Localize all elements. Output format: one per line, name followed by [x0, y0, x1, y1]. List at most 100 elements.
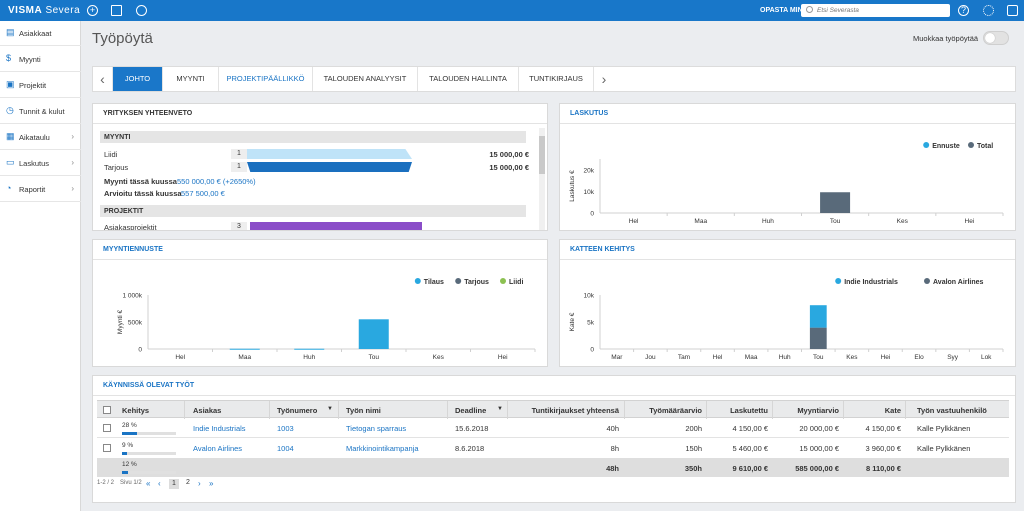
top-bar: VISMA Severa + OPASTA MINUA ?: [0, 0, 1024, 21]
ongoing-work-card: KÄYNNISSÄ OLEVAT TYÖT: [92, 375, 1016, 503]
col-laskutettu[interactable]: Laskutettu: [730, 406, 768, 415]
tab-myynti[interactable]: MYYNTI: [163, 67, 219, 91]
tab-tuntikirjaus[interactable]: TUNTIKIRJAUS: [519, 67, 594, 91]
user-icon[interactable]: [1007, 5, 1018, 16]
search-box[interactable]: [801, 4, 950, 17]
select-all-checkbox[interactable]: [103, 406, 111, 414]
x-tick-label: Kes: [846, 354, 858, 361]
schedule-icon: ▦: [6, 131, 15, 141]
chevron-right-icon[interactable]: ›: [601, 71, 607, 87]
sidebar-item-raportit[interactable]: ◔ Raportit ›: [0, 177, 81, 202]
sort-desc-icon[interactable]: ▼: [497, 406, 503, 412]
quick-add-icon[interactable]: [111, 5, 122, 16]
search-input[interactable]: [817, 5, 945, 16]
y-tick-label: 500k: [128, 320, 143, 327]
sidebar-item-aikataulu[interactable]: ▦ Aikataulu ›: [0, 125, 81, 150]
scrollbar-thumb[interactable]: [539, 136, 545, 174]
gear-icon[interactable]: [983, 5, 994, 16]
page-1-button[interactable]: 1: [169, 479, 179, 489]
col-asiakas[interactable]: Asiakas: [193, 406, 222, 415]
legend-marker: [455, 278, 462, 284]
search-icon: [806, 6, 813, 13]
x-tick-label: Kes: [897, 218, 909, 225]
total-margin: 8 110,00 €: [865, 464, 901, 473]
prev-page-icon[interactable]: ‹: [158, 479, 161, 488]
legend-marker: [835, 278, 842, 284]
tab-projektipaallikko[interactable]: PROJEKTIPÄÄLLIKKÖ: [219, 67, 313, 91]
sidebar-item-laskutus[interactable]: ▭ Laskutus ›: [0, 151, 81, 176]
table-row[interactable]: 28 % Indie Industrials 1003 Tietogan spa…: [97, 419, 1009, 438]
x-tick-label: Lok: [981, 354, 992, 361]
sidebar-item-label: Aikataulu: [19, 133, 50, 142]
edit-dashboard-toggle[interactable]: [983, 31, 1009, 45]
x-tick-label: Mar: [611, 354, 623, 361]
visma-logo[interactable]: VISMA Severa: [8, 5, 81, 16]
sidebar-item-label: Laskutus: [19, 159, 50, 168]
x-tick-label: Hel: [713, 354, 723, 361]
sidebar-item-myynti[interactable]: $ Myynti: [0, 47, 81, 72]
month-sales-value[interactable]: 550 000,00 € (+2650%): [177, 177, 256, 186]
customer-link[interactable]: Avalon Airlines: [193, 444, 243, 453]
sidebar-item-projektit[interactable]: ▣ Projektit: [0, 73, 81, 98]
chevron-left-icon[interactable]: ‹: [93, 67, 113, 91]
col-kehitys[interactable]: Kehitys: [122, 406, 150, 415]
row-checkbox[interactable]: [103, 444, 111, 452]
sidebar-item-tunnit[interactable]: ◷ Tunnit & kulut: [0, 99, 81, 124]
sidebar-item-asiakkaat[interactable]: ▤ Asiakkaat: [0, 21, 81, 46]
customer-link[interactable]: Indie Industrials: [193, 424, 246, 433]
legend-label: Total: [977, 143, 993, 150]
sort-desc-icon[interactable]: ▼: [327, 406, 333, 412]
col-myyntiarvio[interactable]: Myyntiarvio: [797, 406, 839, 415]
tab-johto[interactable]: JOHTO: [113, 67, 163, 91]
scrollbar[interactable]: [539, 128, 545, 230]
progress-fill: [122, 452, 127, 455]
estimated-label: Arvioitu tässä kuussa: [104, 189, 182, 198]
x-tick-label: Maa: [745, 354, 758, 361]
bar: [229, 348, 260, 350]
tab-talouden-hallinta[interactable]: TALOUDEN HALLINTA: [418, 67, 519, 91]
x-tick-label: Hei: [881, 354, 891, 361]
bar: [820, 192, 851, 213]
lead-funnel-bar: [247, 149, 412, 159]
last-page-icon[interactable]: »: [209, 479, 214, 488]
history-icon[interactable]: [136, 5, 147, 16]
hours: 40h: [606, 424, 619, 433]
row-checkbox[interactable]: [103, 424, 111, 432]
first-page-icon[interactable]: «: [146, 479, 151, 488]
sidebar-item-label: Tunnit & kulut: [19, 107, 65, 116]
sidebar-item-label: Projektit: [19, 81, 47, 90]
y-tick-label: 10k: [584, 293, 595, 300]
total-hours: 48h: [606, 464, 619, 473]
report-icon: ◔: [6, 183, 12, 193]
estimate: 200h: [685, 424, 702, 433]
guide-link[interactable]: OPASTA MINUA: [760, 7, 813, 14]
estimated-value[interactable]: 557 500,00 €: [181, 189, 225, 198]
tab-talouden-analyysit[interactable]: TALOUDEN ANALYYSIT: [313, 67, 418, 91]
x-tick-label: Tam: [678, 354, 690, 361]
add-icon[interactable]: +: [87, 5, 98, 16]
myyntiennuste-chart: Liidi Tarjous Tilaus Myynti € 1 000k 500k 0 Hel…: [117, 278, 536, 361]
table-row[interactable]: 9 % Avalon Airlines 1004 Markkinointikam…: [97, 439, 1009, 458]
help-icon[interactable]: ?: [958, 5, 969, 16]
next-page-icon[interactable]: ›: [198, 479, 201, 488]
hours: 8h: [610, 444, 619, 453]
col-tuntikirjaukset[interactable]: Tuntikirjaukset yhteensä: [531, 406, 619, 415]
col-tyon-nimi[interactable]: Työn nimi: [346, 406, 381, 415]
col-kate[interactable]: Kate: [884, 406, 901, 415]
bar: [294, 348, 325, 350]
work-name-link[interactable]: Tietogan sparraus: [346, 424, 407, 433]
col-deadline[interactable]: Deadline: [455, 406, 487, 415]
laskutus-chart: Total Ennuste Laskutus € 20k 10k 0 Hel Maa Huh To…: [569, 142, 1004, 225]
billed: 4 150,00 €: [732, 424, 768, 433]
work-name-link[interactable]: Markkinointikampanja: [346, 444, 419, 453]
number-link[interactable]: 1003: [277, 424, 294, 433]
progress-text: 12 %: [122, 461, 137, 468]
col-tyomaaraarvio[interactable]: Työmääräarvio: [649, 406, 702, 415]
y-tick-label: 0: [138, 347, 142, 354]
col-vastuuhenkilo[interactable]: Työn vastuuhenkilö: [917, 406, 987, 415]
page-2-button[interactable]: 2: [186, 479, 190, 486]
legend-label: Tarjous: [464, 279, 489, 286]
number-link[interactable]: 1004: [277, 444, 294, 453]
sales-estimate: 20 000,00 €: [799, 424, 839, 433]
col-tyonumero[interactable]: Työnumero: [277, 406, 318, 415]
